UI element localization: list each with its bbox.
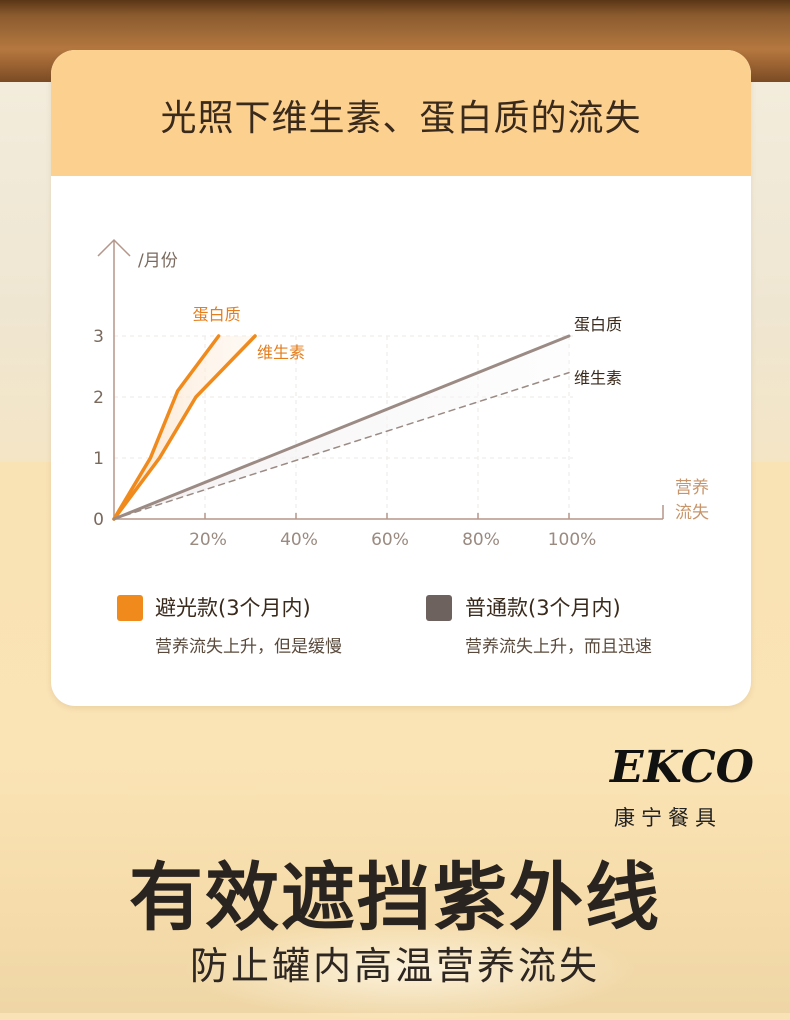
background-glow: [180, 920, 640, 1020]
chart-card: 光照下维生素、蛋白质的流失: [51, 50, 751, 706]
series-label: 蛋白质: [193, 305, 241, 324]
brand-block: EKCO 康宁餐具: [600, 742, 760, 832]
legend-name: 普通款(3个月内): [465, 596, 621, 620]
x-axis-label: 营养: [675, 478, 709, 498]
legend-desc: 营养流失上升，而且迅速: [465, 637, 652, 657]
series-label: 维生素: [257, 343, 305, 362]
series-label: 蛋白质: [574, 315, 622, 334]
x-axis-label: 流失: [675, 503, 709, 523]
chart-axes: [97, 238, 664, 520]
y-axis-label: /月份: [138, 251, 178, 271]
brand-logo: EKCO: [610, 742, 754, 793]
chart-series: [112, 334, 571, 521]
card-header: 光照下维生素、蛋白质的流失: [51, 50, 751, 176]
x-tick-label: 20%: [189, 530, 227, 550]
x-tick-label: 80%: [462, 530, 500, 550]
legend-desc: 营养流失上升，但是缓慢: [155, 637, 342, 657]
subline: 防止罐内高温营养流失: [189, 944, 600, 988]
x-tick-label: 100%: [548, 530, 597, 550]
legend-swatch-grey: [426, 595, 452, 621]
legend-swatch-orange: [117, 595, 143, 621]
x-tick-label: 40%: [280, 530, 318, 550]
y-tick-label: 2: [93, 388, 104, 408]
headline: 有效遮挡紫外线: [129, 855, 661, 941]
x-tick-label: 60%: [371, 530, 409, 550]
legend-name: 避光款(3个月内): [155, 596, 311, 620]
series-line-2: [112, 334, 571, 521]
y-tick-label: 1: [93, 449, 104, 469]
y-axis-arrow: [97, 238, 131, 257]
card-title: 光照下维生素、蛋白质的流失: [160, 98, 642, 139]
series-line-1: [112, 334, 257, 521]
y-tick-label: 3: [93, 327, 104, 347]
brand-name-cn: 康宁餐具: [614, 806, 722, 830]
series-line-0: [112, 334, 221, 521]
series-label: 维生素: [574, 369, 622, 388]
series-line-3: [113, 371, 570, 520]
y-tick-label: 0: [93, 510, 104, 530]
